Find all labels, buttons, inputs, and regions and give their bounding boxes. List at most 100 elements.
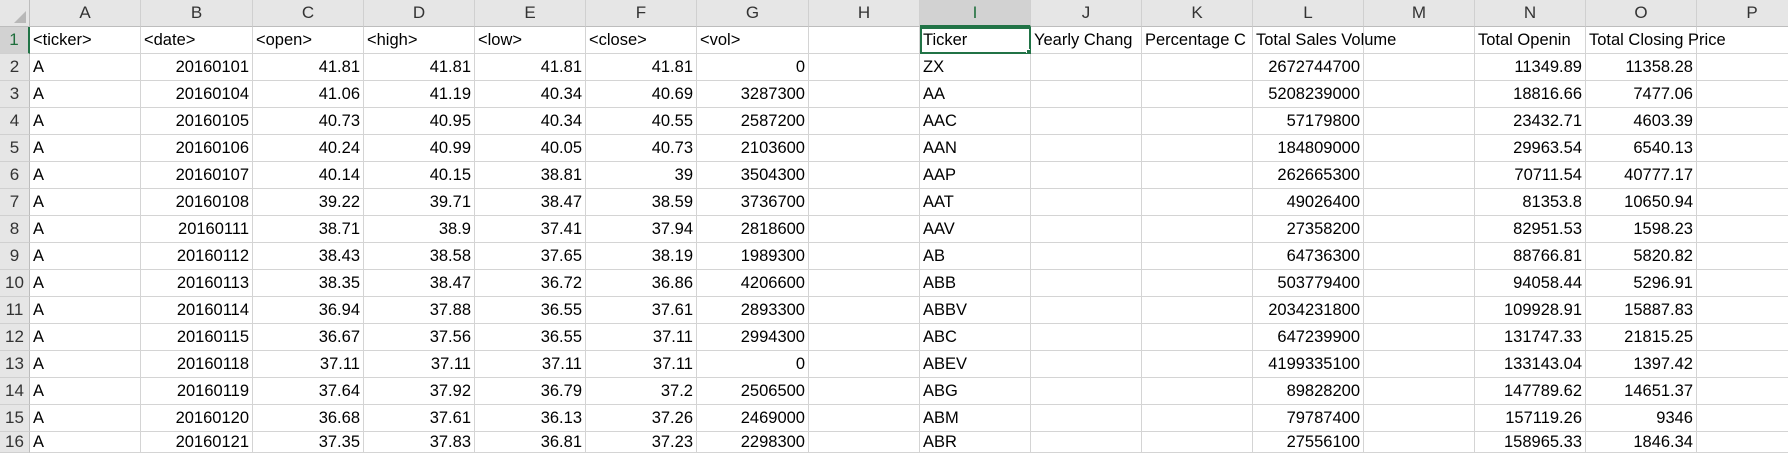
- column-header-o[interactable]: O: [1586, 0, 1697, 27]
- cell-i4[interactable]: AAC: [920, 108, 1031, 135]
- cell-i8[interactable]: AAV: [920, 216, 1031, 243]
- cell-n9[interactable]: 88766.81: [1475, 243, 1586, 270]
- cell-h6[interactable]: [809, 162, 920, 189]
- cell-e10[interactable]: 36.72: [475, 270, 586, 297]
- cell-k2[interactable]: [1142, 54, 1253, 81]
- cell-i7[interactable]: AAT: [920, 189, 1031, 216]
- cell-c6[interactable]: 40.14: [253, 162, 364, 189]
- cell-e3[interactable]: 40.34: [475, 81, 586, 108]
- cell-l4[interactable]: 57179800: [1253, 108, 1364, 135]
- row-header-10[interactable]: 10: [0, 270, 30, 297]
- cell-l11[interactable]: 2034231800: [1253, 297, 1364, 324]
- cell-h4[interactable]: [809, 108, 920, 135]
- cell-o10[interactable]: 5296.91: [1586, 270, 1697, 297]
- cell-d10[interactable]: 38.47: [364, 270, 475, 297]
- cell-l3[interactable]: 5208239000: [1253, 81, 1364, 108]
- cell-c9[interactable]: 38.43: [253, 243, 364, 270]
- cell-f7[interactable]: 38.59: [586, 189, 697, 216]
- cell-a6[interactable]: A: [30, 162, 141, 189]
- cell-e14[interactable]: 36.79: [475, 378, 586, 405]
- cell-a8[interactable]: A: [30, 216, 141, 243]
- cell-p14[interactable]: [1697, 378, 1788, 405]
- cell-h10[interactable]: [809, 270, 920, 297]
- cell-l14[interactable]: 89828200: [1253, 378, 1364, 405]
- cell-p15[interactable]: [1697, 405, 1788, 432]
- column-header-d[interactable]: D: [364, 0, 475, 27]
- cell-o12[interactable]: 21815.25: [1586, 324, 1697, 351]
- cell-f11[interactable]: 37.61: [586, 297, 697, 324]
- cell-c14[interactable]: 37.64: [253, 378, 364, 405]
- cell-p12[interactable]: [1697, 324, 1788, 351]
- cell-b3[interactable]: 20160104: [141, 81, 253, 108]
- cell-c10[interactable]: 38.35: [253, 270, 364, 297]
- cell-o1[interactable]: Total Closing Price: [1586, 27, 1726, 54]
- cell-n2[interactable]: 11349.89: [1475, 54, 1586, 81]
- cell-g7[interactable]: 3736700: [697, 189, 809, 216]
- cell-g9[interactable]: 1989300: [697, 243, 809, 270]
- cell-a12[interactable]: A: [30, 324, 141, 351]
- column-header-a[interactable]: A: [30, 0, 141, 27]
- cell-a4[interactable]: A: [30, 108, 141, 135]
- cell-f4[interactable]: 40.55: [586, 108, 697, 135]
- cell-e1[interactable]: <low>: [475, 27, 586, 54]
- cell-j11[interactable]: [1031, 297, 1142, 324]
- cell-n10[interactable]: 94058.44: [1475, 270, 1586, 297]
- cell-e6[interactable]: 38.81: [475, 162, 586, 189]
- column-header-m[interactable]: M: [1364, 0, 1475, 27]
- cell-d5[interactable]: 40.99: [364, 135, 475, 162]
- cell-i13[interactable]: ABEV: [920, 351, 1031, 378]
- cell-l1[interactable]: Total Sales Volume: [1253, 27, 1396, 54]
- cell-n8[interactable]: 82951.53: [1475, 216, 1586, 243]
- cell-m8[interactable]: [1364, 216, 1475, 243]
- cell-i5[interactable]: AAN: [920, 135, 1031, 162]
- cell-g1[interactable]: <vol>: [697, 27, 809, 54]
- cell-g11[interactable]: 2893300: [697, 297, 809, 324]
- cell-h12[interactable]: [809, 324, 920, 351]
- cell-c2[interactable]: 41.81: [253, 54, 364, 81]
- column-header-e[interactable]: E: [475, 0, 586, 27]
- cell-f1[interactable]: <close>: [586, 27, 697, 54]
- cell-n14[interactable]: 147789.62: [1475, 378, 1586, 405]
- cell-p2[interactable]: [1697, 54, 1788, 81]
- cell-k1[interactable]: Percentage C: [1142, 27, 1253, 54]
- cell-g13[interactable]: 0: [697, 351, 809, 378]
- cell-m15[interactable]: [1364, 405, 1475, 432]
- cell-p6[interactable]: [1697, 162, 1788, 189]
- cell-b2[interactable]: 20160101: [141, 54, 253, 81]
- cell-p4[interactable]: [1697, 108, 1788, 135]
- cell-f2[interactable]: 41.81: [586, 54, 697, 81]
- cell-g8[interactable]: 2818600: [697, 216, 809, 243]
- cell-e12[interactable]: 36.55: [475, 324, 586, 351]
- cell-j1[interactable]: Yearly Chang: [1031, 27, 1142, 54]
- cell-m5[interactable]: [1364, 135, 1475, 162]
- cell-c15[interactable]: 36.68: [253, 405, 364, 432]
- cell-o7[interactable]: 10650.94: [1586, 189, 1697, 216]
- cell-i3[interactable]: AA: [920, 81, 1031, 108]
- cell-c11[interactable]: 36.94: [253, 297, 364, 324]
- row-header-11[interactable]: 11: [0, 297, 30, 324]
- cell-i2[interactable]: ZX: [920, 54, 1031, 81]
- cell-e9[interactable]: 37.65: [475, 243, 586, 270]
- row-header-2[interactable]: 2: [0, 54, 30, 81]
- cell-h2[interactable]: [809, 54, 920, 81]
- cell-o14[interactable]: 14651.37: [1586, 378, 1697, 405]
- cell-i1[interactable]: Ticker: [920, 27, 1031, 54]
- cell-j15[interactable]: [1031, 405, 1142, 432]
- cell-a14[interactable]: A: [30, 378, 141, 405]
- cell-o15[interactable]: 9346: [1586, 405, 1697, 432]
- cell-b13[interactable]: 20160118: [141, 351, 253, 378]
- cell-e5[interactable]: 40.05: [475, 135, 586, 162]
- column-header-g[interactable]: G: [697, 0, 809, 27]
- cell-b10[interactable]: 20160113: [141, 270, 253, 297]
- row-header-3[interactable]: 3: [0, 81, 30, 108]
- cell-l6[interactable]: 262665300: [1253, 162, 1364, 189]
- cell-j12[interactable]: [1031, 324, 1142, 351]
- cell-l9[interactable]: 64736300: [1253, 243, 1364, 270]
- cell-a3[interactable]: A: [30, 81, 141, 108]
- cell-c4[interactable]: 40.73: [253, 108, 364, 135]
- cell-n11[interactable]: 109928.91: [1475, 297, 1586, 324]
- cell-k15[interactable]: [1142, 405, 1253, 432]
- cell-l10[interactable]: 503779400: [1253, 270, 1364, 297]
- cell-n6[interactable]: 70711.54: [1475, 162, 1586, 189]
- cell-g5[interactable]: 2103600: [697, 135, 809, 162]
